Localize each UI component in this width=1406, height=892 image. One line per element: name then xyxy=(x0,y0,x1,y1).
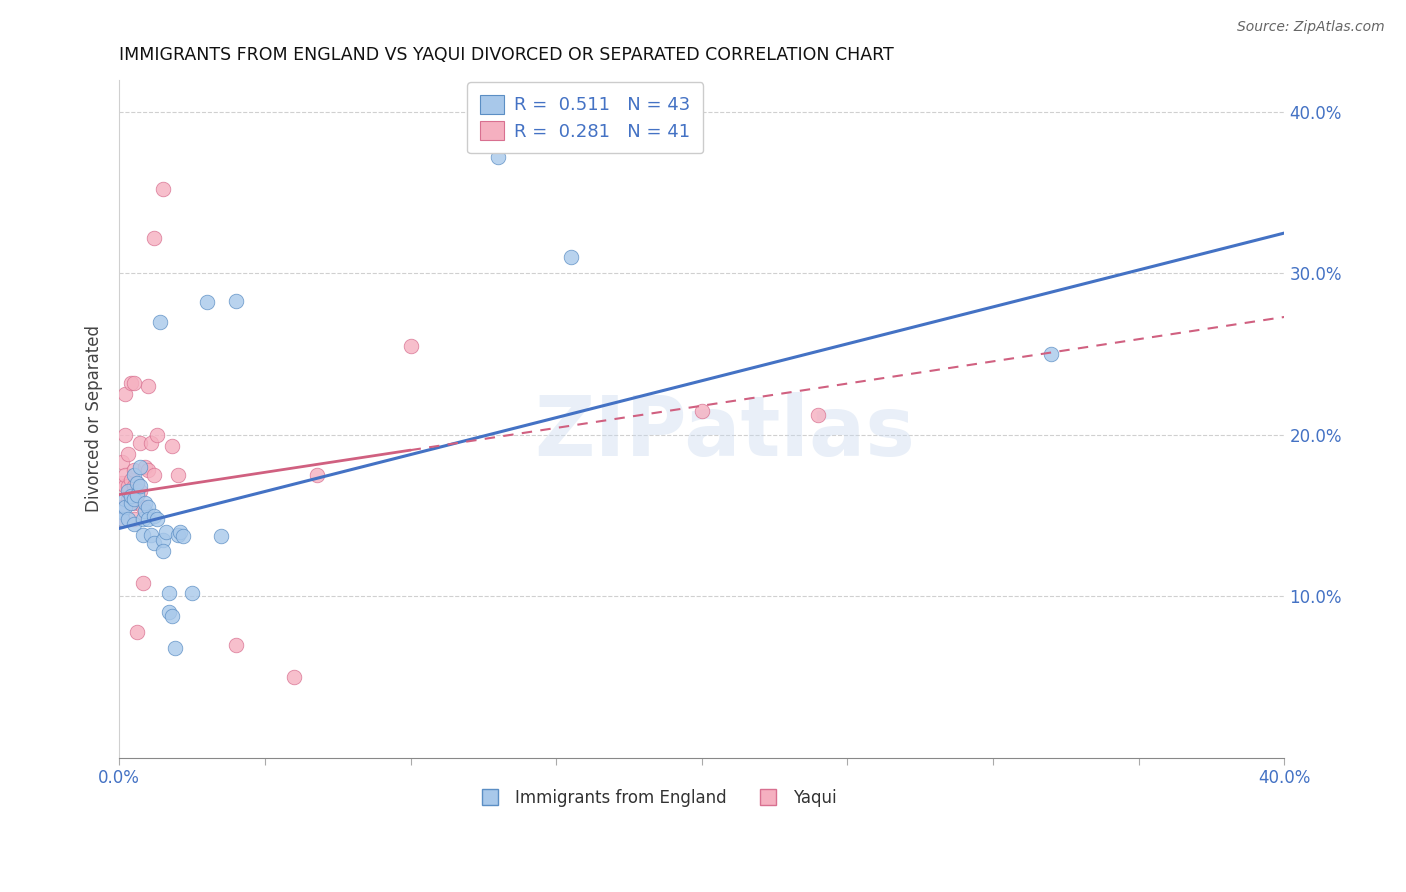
Point xyxy=(160,608,183,623)
Point xyxy=(117,512,139,526)
Point xyxy=(122,495,145,509)
Point xyxy=(399,339,422,353)
Point xyxy=(120,376,142,391)
Point xyxy=(117,492,139,507)
Point xyxy=(125,476,148,491)
Point xyxy=(690,403,713,417)
Point xyxy=(111,500,134,515)
Point xyxy=(138,379,160,393)
Point xyxy=(152,544,174,558)
Point xyxy=(209,529,232,543)
Point xyxy=(117,484,139,499)
Point xyxy=(128,435,150,450)
Point xyxy=(120,473,142,487)
Text: ZIPatlas: ZIPatlas xyxy=(534,392,915,473)
Point xyxy=(122,468,145,483)
Point xyxy=(181,586,204,600)
Point xyxy=(134,460,156,475)
Point xyxy=(143,468,166,483)
Point xyxy=(111,505,134,519)
Point xyxy=(114,427,136,442)
Point xyxy=(141,435,163,450)
Point xyxy=(157,606,180,620)
Point xyxy=(134,503,156,517)
Point xyxy=(114,492,136,507)
Y-axis label: Divorced or Separated: Divorced or Separated xyxy=(86,326,103,512)
Point xyxy=(122,479,145,493)
Point xyxy=(125,487,148,501)
Point xyxy=(152,533,174,547)
Point xyxy=(172,529,194,543)
Point xyxy=(166,468,188,483)
Point xyxy=(166,528,188,542)
Point xyxy=(195,295,218,310)
Point xyxy=(122,492,145,507)
Point xyxy=(146,512,169,526)
Point xyxy=(122,376,145,391)
Point xyxy=(225,293,247,308)
Point xyxy=(134,495,156,509)
Point xyxy=(131,512,153,526)
Point xyxy=(120,495,142,509)
Point xyxy=(155,524,177,539)
Point xyxy=(111,512,134,526)
Point xyxy=(807,409,830,423)
Point xyxy=(149,315,172,329)
Point xyxy=(138,500,160,515)
Legend: Immigrants from England, Yaqui: Immigrants from England, Yaqui xyxy=(467,782,844,814)
Point xyxy=(114,479,136,493)
Point xyxy=(307,468,329,483)
Point xyxy=(141,528,163,542)
Point xyxy=(138,463,160,477)
Point xyxy=(120,489,142,503)
Point xyxy=(225,638,247,652)
Point xyxy=(125,476,148,491)
Point xyxy=(131,500,153,515)
Point xyxy=(128,484,150,499)
Point xyxy=(169,524,191,539)
Point xyxy=(131,576,153,591)
Point xyxy=(283,670,305,684)
Point xyxy=(111,476,134,491)
Point xyxy=(114,468,136,483)
Point xyxy=(128,460,150,475)
Point xyxy=(163,640,186,655)
Point xyxy=(152,182,174,196)
Point xyxy=(138,512,160,526)
Point xyxy=(117,479,139,493)
Point xyxy=(143,231,166,245)
Point xyxy=(122,516,145,531)
Point xyxy=(560,250,582,264)
Point xyxy=(111,512,134,526)
Point xyxy=(143,508,166,523)
Point xyxy=(143,536,166,550)
Point xyxy=(131,528,153,542)
Point xyxy=(122,512,145,526)
Point xyxy=(117,447,139,461)
Point xyxy=(146,427,169,442)
Point xyxy=(128,479,150,493)
Point xyxy=(122,463,145,477)
Point xyxy=(157,586,180,600)
Point xyxy=(111,455,134,469)
Point xyxy=(160,439,183,453)
Point xyxy=(1040,347,1063,361)
Point xyxy=(114,500,136,515)
Point xyxy=(114,387,136,401)
Point xyxy=(125,624,148,639)
Point xyxy=(120,492,142,507)
Point xyxy=(486,150,509,164)
Text: IMMIGRANTS FROM ENGLAND VS YAQUI DIVORCED OR SEPARATED CORRELATION CHART: IMMIGRANTS FROM ENGLAND VS YAQUI DIVORCE… xyxy=(120,46,894,64)
Text: Source: ZipAtlas.com: Source: ZipAtlas.com xyxy=(1237,20,1385,34)
